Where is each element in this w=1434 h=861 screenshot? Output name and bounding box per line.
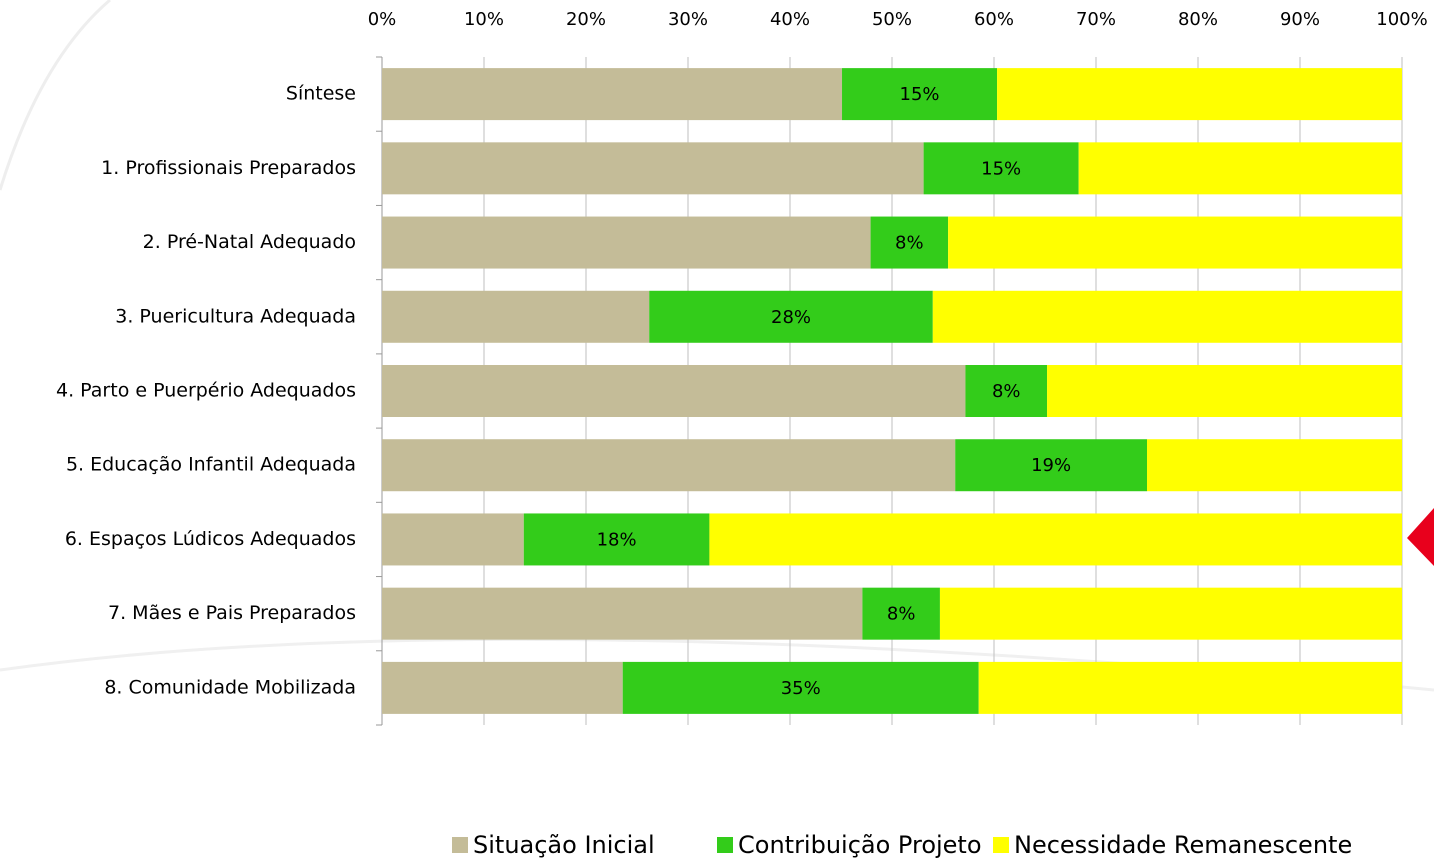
bar-segment bbox=[622, 661, 979, 714]
y-tick-label: 5. Educação Infantil Adequada bbox=[66, 454, 356, 476]
y-tick-label: 7. Mães e Pais Preparados bbox=[108, 602, 356, 624]
x-tick-label: 100% bbox=[1376, 9, 1427, 30]
decoration-triangle bbox=[1407, 508, 1434, 566]
x-tick-label: 90% bbox=[1280, 9, 1320, 30]
legend-label: Contribuição Projeto bbox=[738, 831, 982, 859]
bar-segment bbox=[382, 513, 524, 566]
legend-label: Situação Inicial bbox=[473, 831, 655, 859]
legend-swatch bbox=[717, 837, 733, 853]
data-label: 35% bbox=[781, 678, 821, 699]
y-tick-label: 6. Espaços Lúdicos Adequados bbox=[65, 528, 356, 550]
bar-segment bbox=[382, 587, 863, 640]
data-label: 8% bbox=[887, 604, 916, 625]
bar-segment bbox=[382, 216, 871, 269]
bar-segment bbox=[997, 68, 1402, 121]
bar-segment bbox=[965, 365, 1048, 417]
x-tick-label: 60% bbox=[974, 9, 1014, 30]
x-tick-label: 40% bbox=[770, 9, 810, 30]
x-tick-label: 0% bbox=[368, 9, 397, 30]
bar-segment bbox=[978, 661, 1402, 714]
bar-segment bbox=[955, 439, 1147, 492]
y-tick-label: 3. Puericultura Adequada bbox=[115, 305, 356, 327]
bar-segment bbox=[939, 587, 1402, 640]
bar-segment bbox=[382, 290, 650, 343]
bar-segment bbox=[382, 439, 956, 492]
y-tick-label: 8. Comunidade Mobilizada bbox=[104, 676, 356, 698]
bar-segment bbox=[1047, 365, 1402, 417]
legend-swatch bbox=[993, 837, 1009, 853]
x-tick-label: 80% bbox=[1178, 9, 1218, 30]
y-tick-label: Síntese bbox=[286, 83, 356, 105]
data-label: 8% bbox=[992, 381, 1021, 402]
x-tick-label: 30% bbox=[668, 9, 708, 30]
data-label: 8% bbox=[895, 233, 924, 254]
x-tick-label: 10% bbox=[464, 9, 504, 30]
bar-segment bbox=[523, 513, 710, 566]
bar-segment bbox=[932, 290, 1402, 343]
bar-segment bbox=[948, 216, 1402, 269]
x-tick-label: 20% bbox=[566, 9, 606, 30]
legend-label: Necessidade Remanescente bbox=[1014, 831, 1352, 859]
y-tick-label: 4. Parto e Puerpério Adequados bbox=[56, 380, 356, 402]
bar-segment bbox=[923, 142, 1079, 195]
data-label: 18% bbox=[597, 529, 637, 550]
bar-segment bbox=[382, 365, 966, 417]
bar-segment bbox=[649, 290, 933, 343]
bar-segment bbox=[382, 68, 843, 121]
bar-segment bbox=[1147, 439, 1402, 492]
data-label: 15% bbox=[900, 84, 940, 105]
legend-swatch bbox=[452, 837, 468, 853]
x-tick-label: 50% bbox=[872, 9, 912, 30]
data-label: 15% bbox=[981, 158, 1021, 179]
background-swoosh bbox=[0, 0, 111, 191]
bar-segment bbox=[1078, 142, 1402, 195]
x-tick-label: 70% bbox=[1076, 9, 1116, 30]
bar-segment bbox=[382, 661, 623, 714]
data-label: 19% bbox=[1031, 455, 1071, 476]
bar-segment bbox=[842, 68, 998, 121]
data-label: 28% bbox=[771, 307, 811, 328]
bar-segment bbox=[870, 216, 949, 269]
y-tick-label: 2. Pré-Natal Adequado bbox=[143, 231, 356, 253]
bar-segment bbox=[382, 142, 924, 195]
bar-segment bbox=[862, 587, 940, 640]
bar-segment bbox=[709, 513, 1402, 566]
y-tick-label: 1. Profissionais Preparados bbox=[101, 157, 356, 179]
